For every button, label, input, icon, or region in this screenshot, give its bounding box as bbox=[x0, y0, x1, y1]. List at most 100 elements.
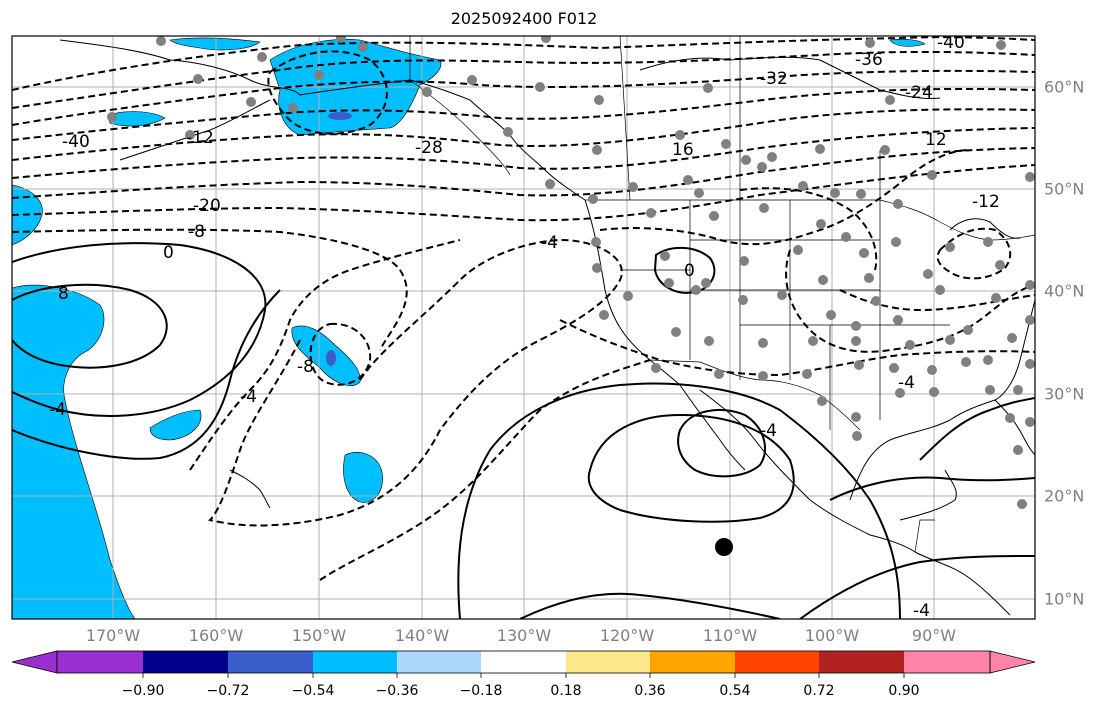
contour-dashed-15 bbox=[839, 289, 1035, 312]
border-mexico-guatemala bbox=[914, 519, 935, 553]
coast-baja bbox=[679, 384, 746, 471]
contour-label: -4 bbox=[913, 601, 930, 621]
coast-florida bbox=[994, 399, 1035, 456]
solid-contours bbox=[12, 242, 1035, 619]
contour-dashed-17 bbox=[559, 319, 1035, 377]
colorbar-tick-label: 0.90 bbox=[888, 683, 920, 699]
longitude-label: 140°W bbox=[394, 626, 450, 645]
colorbar bbox=[11, 650, 1036, 678]
contour-solid-lower bbox=[519, 592, 781, 619]
latitude-label: 10°N bbox=[1044, 589, 1085, 609]
contour-label: -8 bbox=[297, 357, 314, 377]
map-title: 2025092400 F012 bbox=[450, 9, 598, 28]
dashed-contours bbox=[12, 36, 1035, 581]
coast-gulf bbox=[849, 399, 996, 501]
colorbar-segment bbox=[57, 651, 143, 673]
colorbar-segment bbox=[904, 651, 990, 673]
contour-solid-outer bbox=[12, 289, 281, 460]
colorbar-segment bbox=[819, 651, 904, 673]
center-marker bbox=[715, 538, 733, 556]
coast-central-america bbox=[914, 551, 1011, 616]
contour-label: -40 bbox=[62, 132, 90, 152]
shaded-region-hawaii-south bbox=[343, 452, 383, 503]
coast-aleutians bbox=[119, 99, 271, 161]
contour-dashed-11 bbox=[319, 359, 651, 581]
colorbar-tick-label: −0.18 bbox=[459, 683, 503, 699]
contour-label: -4 bbox=[760, 421, 777, 441]
contour-dashed-low bbox=[309, 322, 372, 386]
colorbar-tick-label: −0.72 bbox=[206, 683, 250, 699]
colorbar-frame bbox=[56, 650, 991, 674]
contour-label: 0 bbox=[684, 261, 695, 281]
station-dots bbox=[107, 36, 1035, 509]
latitude-label: 30°N bbox=[1044, 384, 1085, 404]
longitude-label: 90°W bbox=[911, 626, 957, 645]
contour-dashed-14 bbox=[785, 249, 1035, 353]
contour-dashed-18 bbox=[739, 187, 878, 271]
contour-solid-zero bbox=[12, 242, 267, 417]
shaded-region-small-1 bbox=[107, 111, 166, 127]
contour-dashed-1 bbox=[12, 36, 1035, 91]
contour-label: -40 bbox=[937, 33, 965, 53]
contour-dashed-12 bbox=[189, 239, 461, 471]
shaded-region-small-2 bbox=[149, 409, 202, 441]
colorbar-segment bbox=[313, 651, 397, 673]
contour-dashed-10 bbox=[208, 238, 623, 527]
contour-dashed-8 bbox=[12, 164, 1035, 222]
contour-dashed-3 bbox=[12, 69, 1035, 126]
colorbar-segment bbox=[481, 651, 566, 673]
contour-dashed-6 bbox=[12, 127, 1035, 179]
contour-solid-eight-mex bbox=[677, 409, 766, 478]
contour-dashed-5 bbox=[12, 108, 1035, 161]
border-alaska-canada bbox=[409, 36, 511, 176]
contour-dashed-2 bbox=[12, 50, 1035, 109]
colorbar-segment bbox=[143, 651, 228, 673]
contour-label: -32 bbox=[760, 69, 788, 89]
shaded-regions-deep bbox=[326, 112, 352, 366]
contour-solid-inner bbox=[587, 413, 795, 523]
contour-solid-high bbox=[457, 382, 901, 619]
shaded-region-north bbox=[169, 37, 261, 51]
contour-label: -28 bbox=[415, 138, 443, 158]
colorbar-tick-label: 0.36 bbox=[634, 683, 666, 699]
colorbar-segment bbox=[735, 651, 819, 673]
longitude-label: 170°W bbox=[85, 626, 141, 645]
contour-dashed-4 bbox=[12, 87, 1035, 141]
latitude-label: 20°N bbox=[1044, 486, 1085, 506]
colorbar-extend-left bbox=[11, 650, 58, 674]
longitude-label: 110°W bbox=[702, 626, 758, 645]
longitude-label: 100°W bbox=[804, 626, 860, 645]
contour-label: 0 bbox=[163, 243, 174, 263]
map-frame bbox=[11, 35, 1036, 620]
contour-label: 12 bbox=[925, 130, 947, 150]
contour-label: -12 bbox=[186, 128, 214, 148]
border-us-mexico bbox=[649, 359, 861, 431]
colorbar-tick-label: −0.90 bbox=[121, 683, 165, 699]
latitude-label: 40°N bbox=[1044, 281, 1085, 301]
contour-label: -4 bbox=[49, 400, 66, 420]
shaded-region-hawaii-north bbox=[291, 325, 361, 387]
longitude-label: 150°W bbox=[291, 626, 347, 645]
contour-label: -4 bbox=[541, 233, 558, 253]
coast-bc bbox=[509, 134, 586, 201]
contour-label: -4 bbox=[898, 373, 915, 393]
contour-solid-gulf bbox=[829, 476, 1035, 501]
latitude-label: 60°N bbox=[1044, 77, 1085, 97]
contour-label: -8 bbox=[188, 222, 205, 242]
map-content: -40 -36 -32 -24 -40 -28 -20 -8 0 8 -4 -4… bbox=[12, 33, 1035, 621]
contour-dashed-16 bbox=[936, 227, 1012, 280]
contour-label: -36 bbox=[855, 50, 883, 70]
colorbar-segment bbox=[566, 651, 650, 673]
contour-solid-east bbox=[919, 397, 1035, 461]
coast-alaska bbox=[59, 39, 511, 136]
grid-lines bbox=[12, 36, 1035, 619]
colorbar-tick-label: −0.54 bbox=[291, 683, 335, 699]
contour-label: 16 bbox=[672, 140, 694, 160]
colorbar-ticks bbox=[142, 673, 905, 678]
contour-dashed-7 bbox=[12, 147, 1035, 199]
colorbar-tick-label: 0.72 bbox=[803, 683, 835, 699]
contour-dashed-13 bbox=[599, 149, 971, 246]
contour-solid-south bbox=[799, 555, 1035, 619]
contour-label: -12 bbox=[972, 192, 1000, 212]
